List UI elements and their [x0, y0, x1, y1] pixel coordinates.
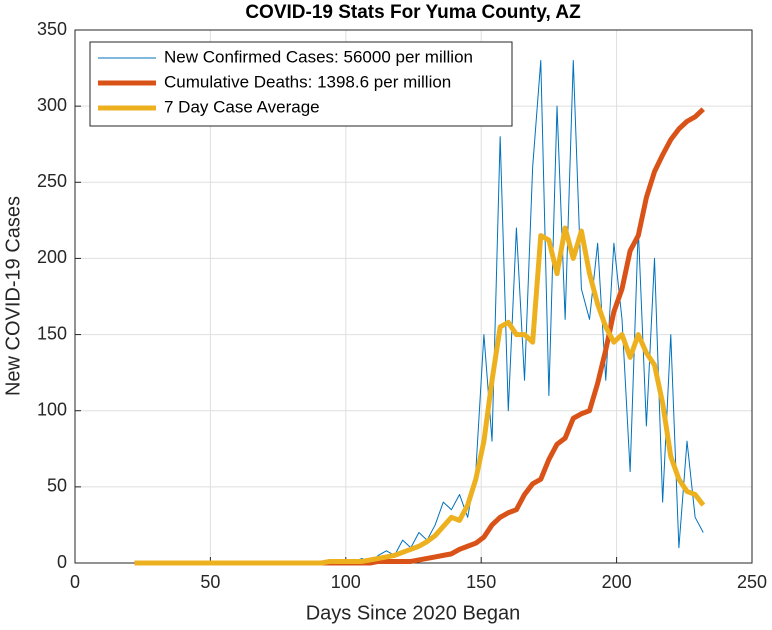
- legend-box: [89, 41, 513, 127]
- x-tick-label: 100: [331, 572, 361, 592]
- x-tick-label: 200: [602, 572, 632, 592]
- y-tick-label: 200: [37, 247, 67, 267]
- legend-label: New Confirmed Cases: 56000 per million: [164, 47, 473, 66]
- y-tick-label: 50: [47, 476, 67, 496]
- legend-label: 7 Day Case Average: [164, 97, 320, 116]
- chart-title: COVID-19 Stats For Yuma County, AZ: [245, 2, 581, 23]
- y-tick-label: 350: [37, 19, 67, 39]
- y-tick-label: 300: [37, 95, 67, 115]
- y-tick-label: 150: [37, 323, 67, 343]
- x-tick-label: 250: [737, 572, 767, 592]
- legend-label: Cumulative Deaths: 1398.6 per million: [164, 72, 451, 91]
- y-tick-label: 0: [57, 552, 67, 572]
- x-tick-label: 0: [70, 572, 80, 592]
- x-tick-label: 50: [200, 572, 220, 592]
- x-axis-label: Days Since 2020 Began: [306, 602, 521, 624]
- y-axis-label: New COVID-19 Cases: [2, 196, 24, 396]
- plot-area: [74, 29, 753, 566]
- x-tick-label: 150: [466, 572, 496, 592]
- data-line: [134, 225, 706, 566]
- y-tick-label: 100: [37, 399, 67, 419]
- y-tick-label: 250: [37, 171, 67, 191]
